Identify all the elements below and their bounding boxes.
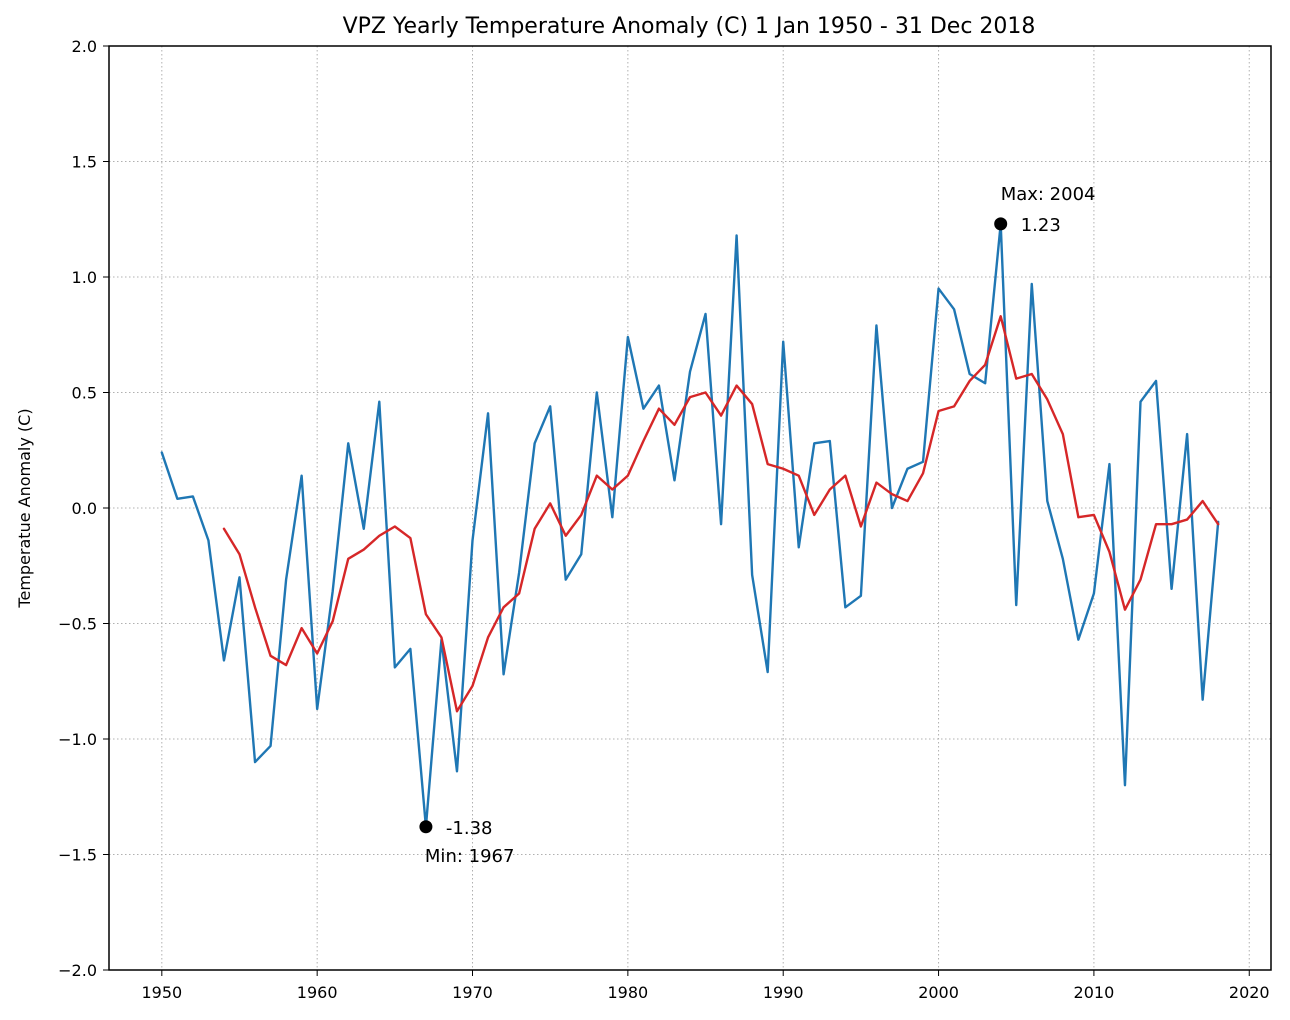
axis-ticks: 1950 1960 1970 1980 1990 2000 2010 2020 −2.0 −1.5… — [58, 37, 1269, 1002]
y-tick-label: 2.0 — [72, 37, 97, 56]
y-tick-label: −2.0 — [58, 961, 97, 980]
x-tick-label: 1980 — [608, 983, 649, 1002]
x-tick-label: 1970 — [452, 983, 493, 1002]
min-marker — [419, 820, 433, 834]
x-tick-label: 1960 — [297, 983, 338, 1002]
x-tick-label: 2010 — [1074, 983, 1115, 1002]
max-value-label: 1.23 — [1021, 215, 1061, 236]
y-tick-label: −1.5 — [58, 846, 97, 865]
series-line-smoothed — [222, 315, 1220, 713]
y-tick-label: 0.0 — [72, 499, 97, 518]
min-value-label: -1.38 — [446, 818, 493, 839]
x-tick-label: 2020 — [1229, 983, 1270, 1002]
series-layer — [160, 222, 1220, 828]
y-tick-label: 1.0 — [72, 268, 97, 287]
annotations: 1.23 Max: 2004 -1.38 Min: 1967 — [419, 184, 1096, 867]
y-tick-label: 1.5 — [72, 153, 97, 172]
x-tick-label: 1990 — [763, 983, 804, 1002]
max-marker — [994, 217, 1008, 231]
series-line-yearly — [160, 222, 1220, 828]
y-tick-label: −0.5 — [58, 615, 97, 634]
y-tick-label: 0.5 — [72, 384, 97, 403]
min-year-label: Min: 1967 — [425, 846, 515, 867]
y-axis-label: Temperatue Anomaly (C) — [15, 408, 34, 608]
x-tick-label: 2000 — [918, 983, 959, 1002]
x-tick-label: 1950 — [141, 983, 182, 1002]
max-year-label: Max: 2004 — [1001, 184, 1096, 205]
y-tick-label: −1.0 — [58, 730, 97, 749]
chart-title: VPZ Yearly Temperature Anomaly (C) 1 Jan… — [343, 14, 1036, 39]
